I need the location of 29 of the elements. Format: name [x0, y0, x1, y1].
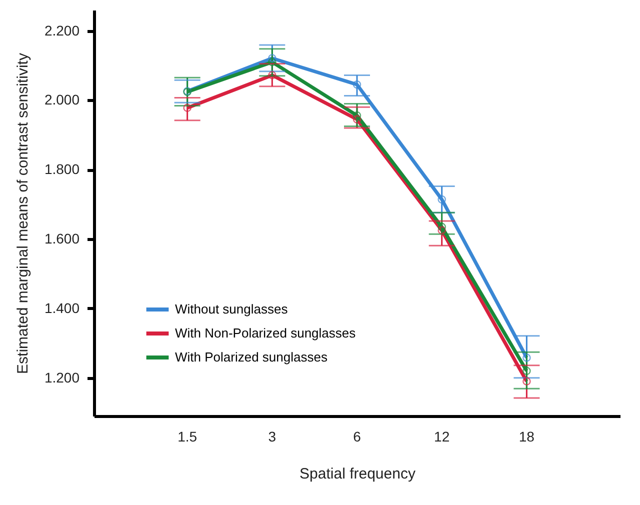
point	[268, 58, 276, 66]
x-tick-label: 1.5	[178, 428, 198, 444]
x-axis-title: Spatial frequency	[300, 466, 416, 482]
y-axis-title: Estimated marginal means of contrast sensitivity	[14, 52, 32, 374]
point	[352, 80, 362, 89]
legend-label: With Non-Polarized sunglasses	[175, 326, 356, 340]
y-tick-label: 1.400	[44, 300, 80, 316]
y-tick-label: 1.600	[44, 230, 80, 247]
y-tick-label: 2.200	[44, 22, 80, 38]
y-tick-label: 1.800	[44, 161, 80, 178]
point	[438, 195, 446, 204]
point	[522, 354, 531, 362]
x-tick-label: 3	[268, 428, 276, 444]
x-tick-label: 6	[353, 428, 362, 444]
point	[268, 71, 276, 80]
x-tick-label: 18	[518, 428, 535, 444]
point	[438, 222, 446, 232]
point	[522, 366, 531, 376]
y-tick-label: 2.000	[44, 92, 80, 108]
point	[352, 115, 362, 124]
point	[522, 377, 531, 386]
legend-label: Without sunglasses	[175, 302, 288, 316]
point	[183, 104, 192, 112]
point	[352, 111, 362, 120]
legend-label: With Polarized sunglasses	[175, 350, 328, 364]
y-tick-label: 1.200	[44, 369, 80, 386]
point	[438, 226, 446, 234]
point	[268, 54, 276, 62]
x-tick-label: 12	[434, 428, 450, 444]
